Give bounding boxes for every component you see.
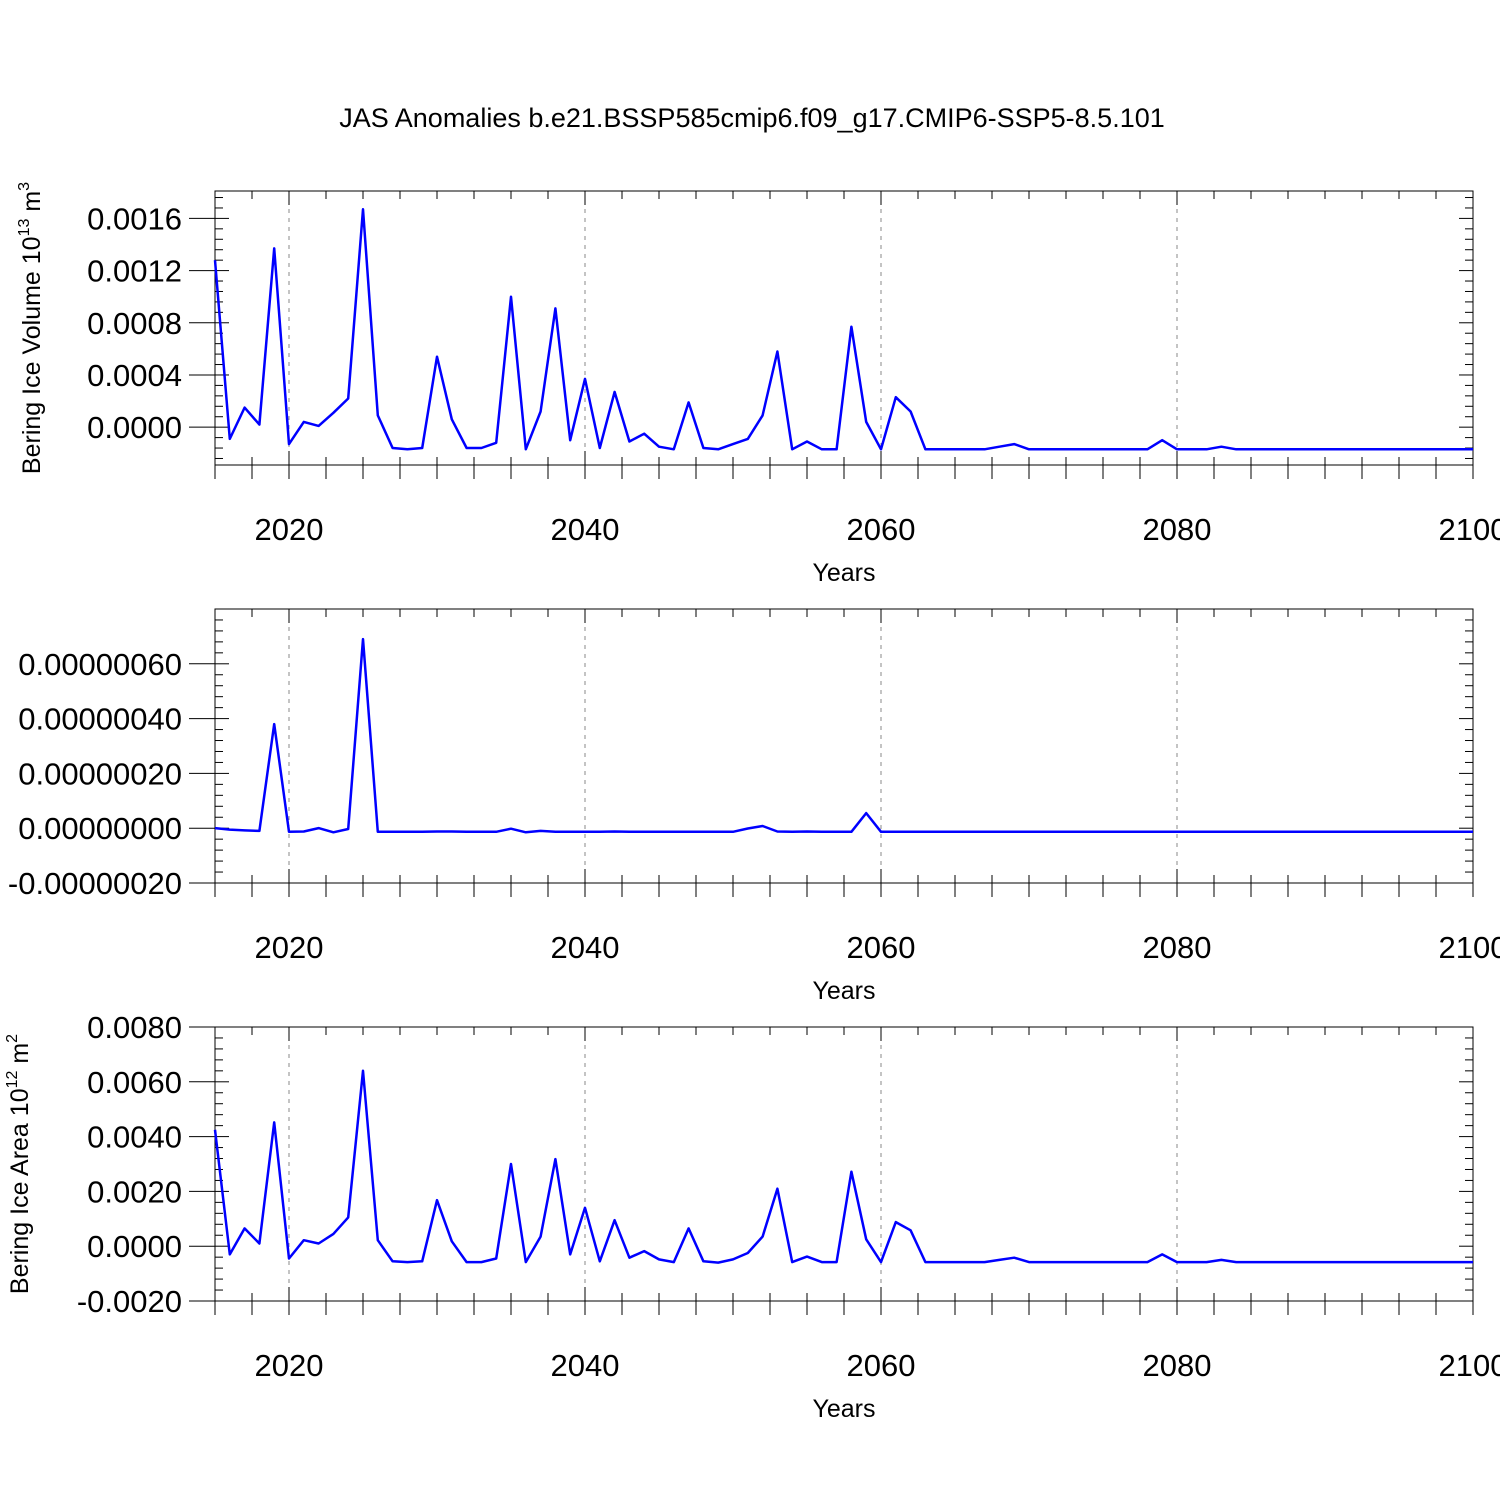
y-axis-title-unit-exponent: 3: [16, 182, 33, 191]
y-axis-title-unit: m: [18, 191, 46, 219]
plot-frame: [214, 190, 1474, 466]
x-tick-label: 2040: [551, 930, 620, 965]
y-tick-label: 0.0000: [87, 410, 182, 445]
x-tick-label: 2020: [255, 1348, 324, 1383]
x-tick-label: 2020: [255, 930, 324, 965]
y-tick-label: 0.00000040: [18, 702, 182, 737]
data-series-line: [213, 1069, 1473, 1264]
y-tick-label: 0.0004: [87, 358, 182, 393]
y-axis-title-unit: m: [6, 1043, 34, 1071]
x-tick-label: 2080: [1143, 930, 1212, 965]
y-tick-label: 0.00000060: [18, 647, 182, 682]
x-tick-label: 2100: [1439, 930, 1500, 965]
y-tick-label: 0.00000020: [18, 756, 182, 791]
x-tick-label: 2100: [1439, 512, 1500, 547]
x-tick-label: 2020: [255, 512, 324, 547]
y-tick-label: 0.0000: [87, 1229, 182, 1264]
plot-frame: [214, 608, 1474, 884]
plot-frame: [214, 1026, 1474, 1302]
y-tick-label: -0.0020: [77, 1284, 182, 1319]
y-tick-label: 0.0008: [87, 306, 182, 341]
x-tick-label: 2060: [847, 930, 916, 965]
x-tick-label: 2100: [1439, 1348, 1500, 1383]
chart-panel-2: -0.00000020 0.00000000 0.00000020 0.0000004…: [8, 608, 1500, 1005]
y-tick-label: 0.0060: [87, 1065, 182, 1100]
x-tick-label: 2080: [1143, 512, 1212, 547]
y-tick-label: 0.0012: [87, 254, 182, 289]
y-tick-label: 0.00000000: [18, 811, 182, 846]
x-axis-title: Years: [812, 559, 875, 587]
figure-title: JAS Anomalies b.e21.BSSP585cmip6.f09_g17…: [339, 103, 1165, 133]
x-axis-title: Years: [812, 1395, 875, 1423]
x-tick-label: 2080: [1143, 1348, 1212, 1383]
y-axis-title-exponent: 13: [16, 219, 33, 237]
y-axis-title-exponent: 12: [4, 1070, 21, 1088]
chart-panel-1: 0.0000 0.0004 0.0008 0.0012 0.0016 2020 2040 20…: [16, 182, 1500, 587]
y-tick-label: 0.0020: [87, 1174, 182, 1209]
y-tick-label: -0.00000020: [8, 866, 182, 901]
y-axis-title-unit-exponent: 2: [4, 1034, 21, 1043]
x-tick-label: 2060: [847, 1348, 916, 1383]
x-axis-title: Years: [812, 977, 875, 1005]
x-tick-label: 2040: [551, 512, 620, 547]
x-tick-label: 2060: [847, 512, 916, 547]
chart-panel-3: -0.0020 0.0000 0.0020 0.0040 0.0060 0.0080 202…: [4, 1010, 1500, 1423]
y-axis-title-text: Bering Ice Volume 10: [18, 236, 46, 474]
data-series-line: [214, 637, 1473, 834]
y-tick-label: 0.0040: [87, 1120, 182, 1155]
y-axis-title-text: Bering Ice Area 10: [6, 1088, 34, 1294]
y-tick-label: 0.0080: [87, 1010, 182, 1045]
y-tick-label: 0.0016: [87, 201, 182, 236]
data-series-line: [213, 208, 1473, 451]
x-tick-label: 2040: [551, 1348, 620, 1383]
y-axis-title: Bering Ice Volume 1013 m3: [16, 182, 46, 474]
y-axis-title: Bering Ice Area 1012 m2: [4, 1034, 34, 1294]
